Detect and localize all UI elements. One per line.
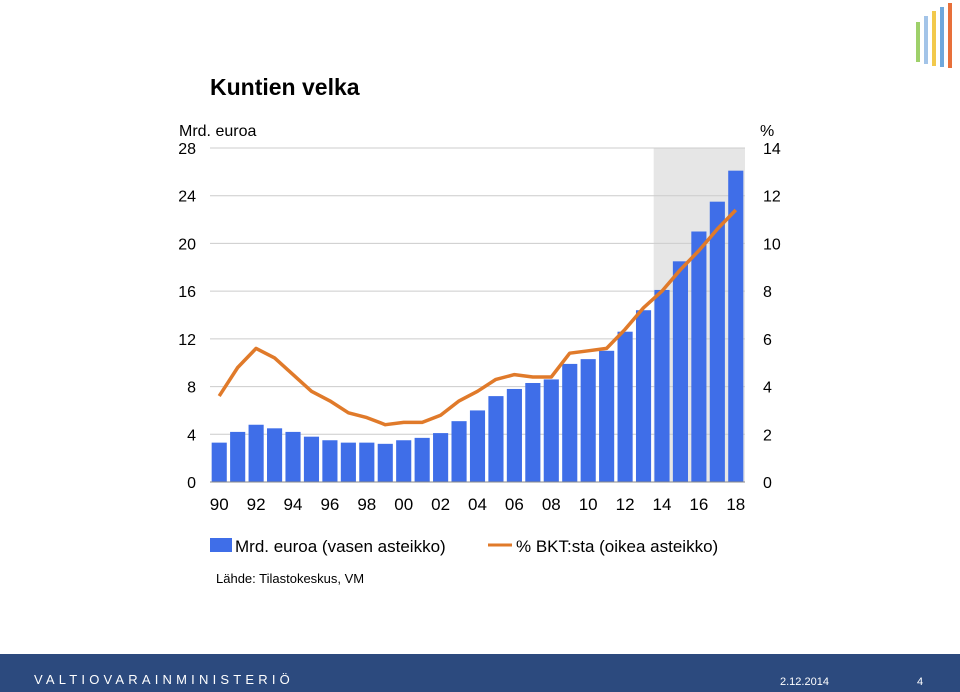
y-tick-label-left: 4 — [187, 427, 196, 444]
bar-2018 — [728, 170, 744, 482]
x-tick-label: 06 — [505, 495, 524, 514]
legend-label-bar: Mrd. euroa (vasen asteikko) — [235, 537, 446, 556]
bar-1994 — [285, 431, 301, 482]
brand-logo — [916, 3, 952, 68]
y-tick-label-left: 12 — [178, 332, 196, 349]
bar-2001 — [414, 437, 430, 482]
bar-1990 — [211, 442, 227, 482]
x-tick-label: 92 — [247, 495, 266, 514]
bar-2012 — [617, 331, 633, 482]
x-tick-label: 96 — [320, 495, 339, 514]
bar-2014 — [654, 289, 670, 482]
line-series-gdp-percent — [217, 208, 738, 427]
x-tick-label: 08 — [542, 495, 561, 514]
y-tick-label-right: 12 — [763, 189, 781, 206]
x-tick-label: 02 — [431, 495, 450, 514]
bar-2015 — [672, 261, 688, 482]
x-tick-label: 16 — [689, 495, 708, 514]
bar-2006 — [506, 388, 522, 482]
page-number: 4 — [917, 676, 924, 688]
bar-2004 — [469, 410, 486, 482]
y-tick-label-left: 8 — [187, 380, 196, 397]
slide-date: 2.12.2014 — [780, 676, 829, 688]
bar-2002 — [433, 433, 449, 482]
bar-1993 — [267, 428, 283, 482]
x-tick-label: 94 — [284, 495, 303, 514]
y-tick-label-left: 16 — [178, 284, 196, 301]
y-tick-label-left: 0 — [187, 475, 196, 492]
source-note: Lähde: Tilastokeskus, VM — [216, 571, 364, 586]
bar-2013 — [635, 310, 652, 482]
legend-label-line: % BKT:sta (oikea asteikko) — [516, 537, 718, 556]
x-tick-label: 04 — [468, 495, 487, 514]
y-tick-label-left: 24 — [178, 189, 196, 206]
y-tick-label-right: 0 — [763, 475, 772, 492]
x-tick-label: 12 — [616, 495, 635, 514]
y-tick-label-right: 2 — [763, 427, 772, 444]
bar-2003 — [451, 421, 467, 482]
y-tick-label-right: 4 — [763, 380, 772, 397]
chart-title: Kuntien velka — [210, 74, 360, 100]
bar-1996 — [322, 440, 338, 482]
legend: Mrd. euroa (vasen asteikko) % BKT:sta (o… — [210, 537, 718, 556]
bar-1997 — [340, 442, 356, 482]
x-tick-label: 98 — [357, 495, 376, 514]
bar-2010 — [580, 359, 596, 482]
organization-name: VALTIOVARAINMINISTERIÖ — [34, 672, 294, 687]
y-axis-label-right: % — [760, 123, 774, 140]
y-tick-label-left: 28 — [178, 141, 196, 158]
bar-1995 — [303, 436, 320, 482]
bar-2007 — [525, 382, 541, 482]
y-axis-label-left: Mrd. euroa — [179, 123, 256, 140]
bar-2011 — [599, 350, 615, 482]
x-tick-label: 10 — [579, 495, 598, 514]
legend-swatch-bar — [210, 538, 232, 552]
y-tick-label-right: 8 — [763, 284, 772, 301]
bar-2009 — [562, 363, 578, 482]
bar-1999 — [377, 443, 393, 482]
y-tick-label-right: 10 — [763, 236, 781, 253]
bar-1992 — [248, 424, 264, 482]
y-tick-label-left: 20 — [178, 236, 196, 253]
x-tick-label: 90 — [210, 495, 229, 514]
bar-2005 — [488, 396, 504, 482]
bar-1991 — [230, 431, 246, 482]
x-tick-label: 00 — [394, 495, 413, 514]
y-tick-label-right: 6 — [763, 332, 772, 349]
bar-2017 — [709, 201, 725, 482]
bar-2016 — [691, 231, 707, 482]
x-tick-label: 18 — [726, 495, 745, 514]
bar-1998 — [359, 442, 375, 482]
x-tick-label: 14 — [653, 495, 672, 514]
bar-series — [211, 170, 744, 482]
bar-2000 — [396, 440, 412, 482]
bar-2008 — [543, 379, 559, 482]
y-tick-label-right: 14 — [763, 141, 781, 158]
footer-bar: VALTIOVARAINMINISTERIÖ 2.12.2014 4 — [0, 654, 960, 692]
